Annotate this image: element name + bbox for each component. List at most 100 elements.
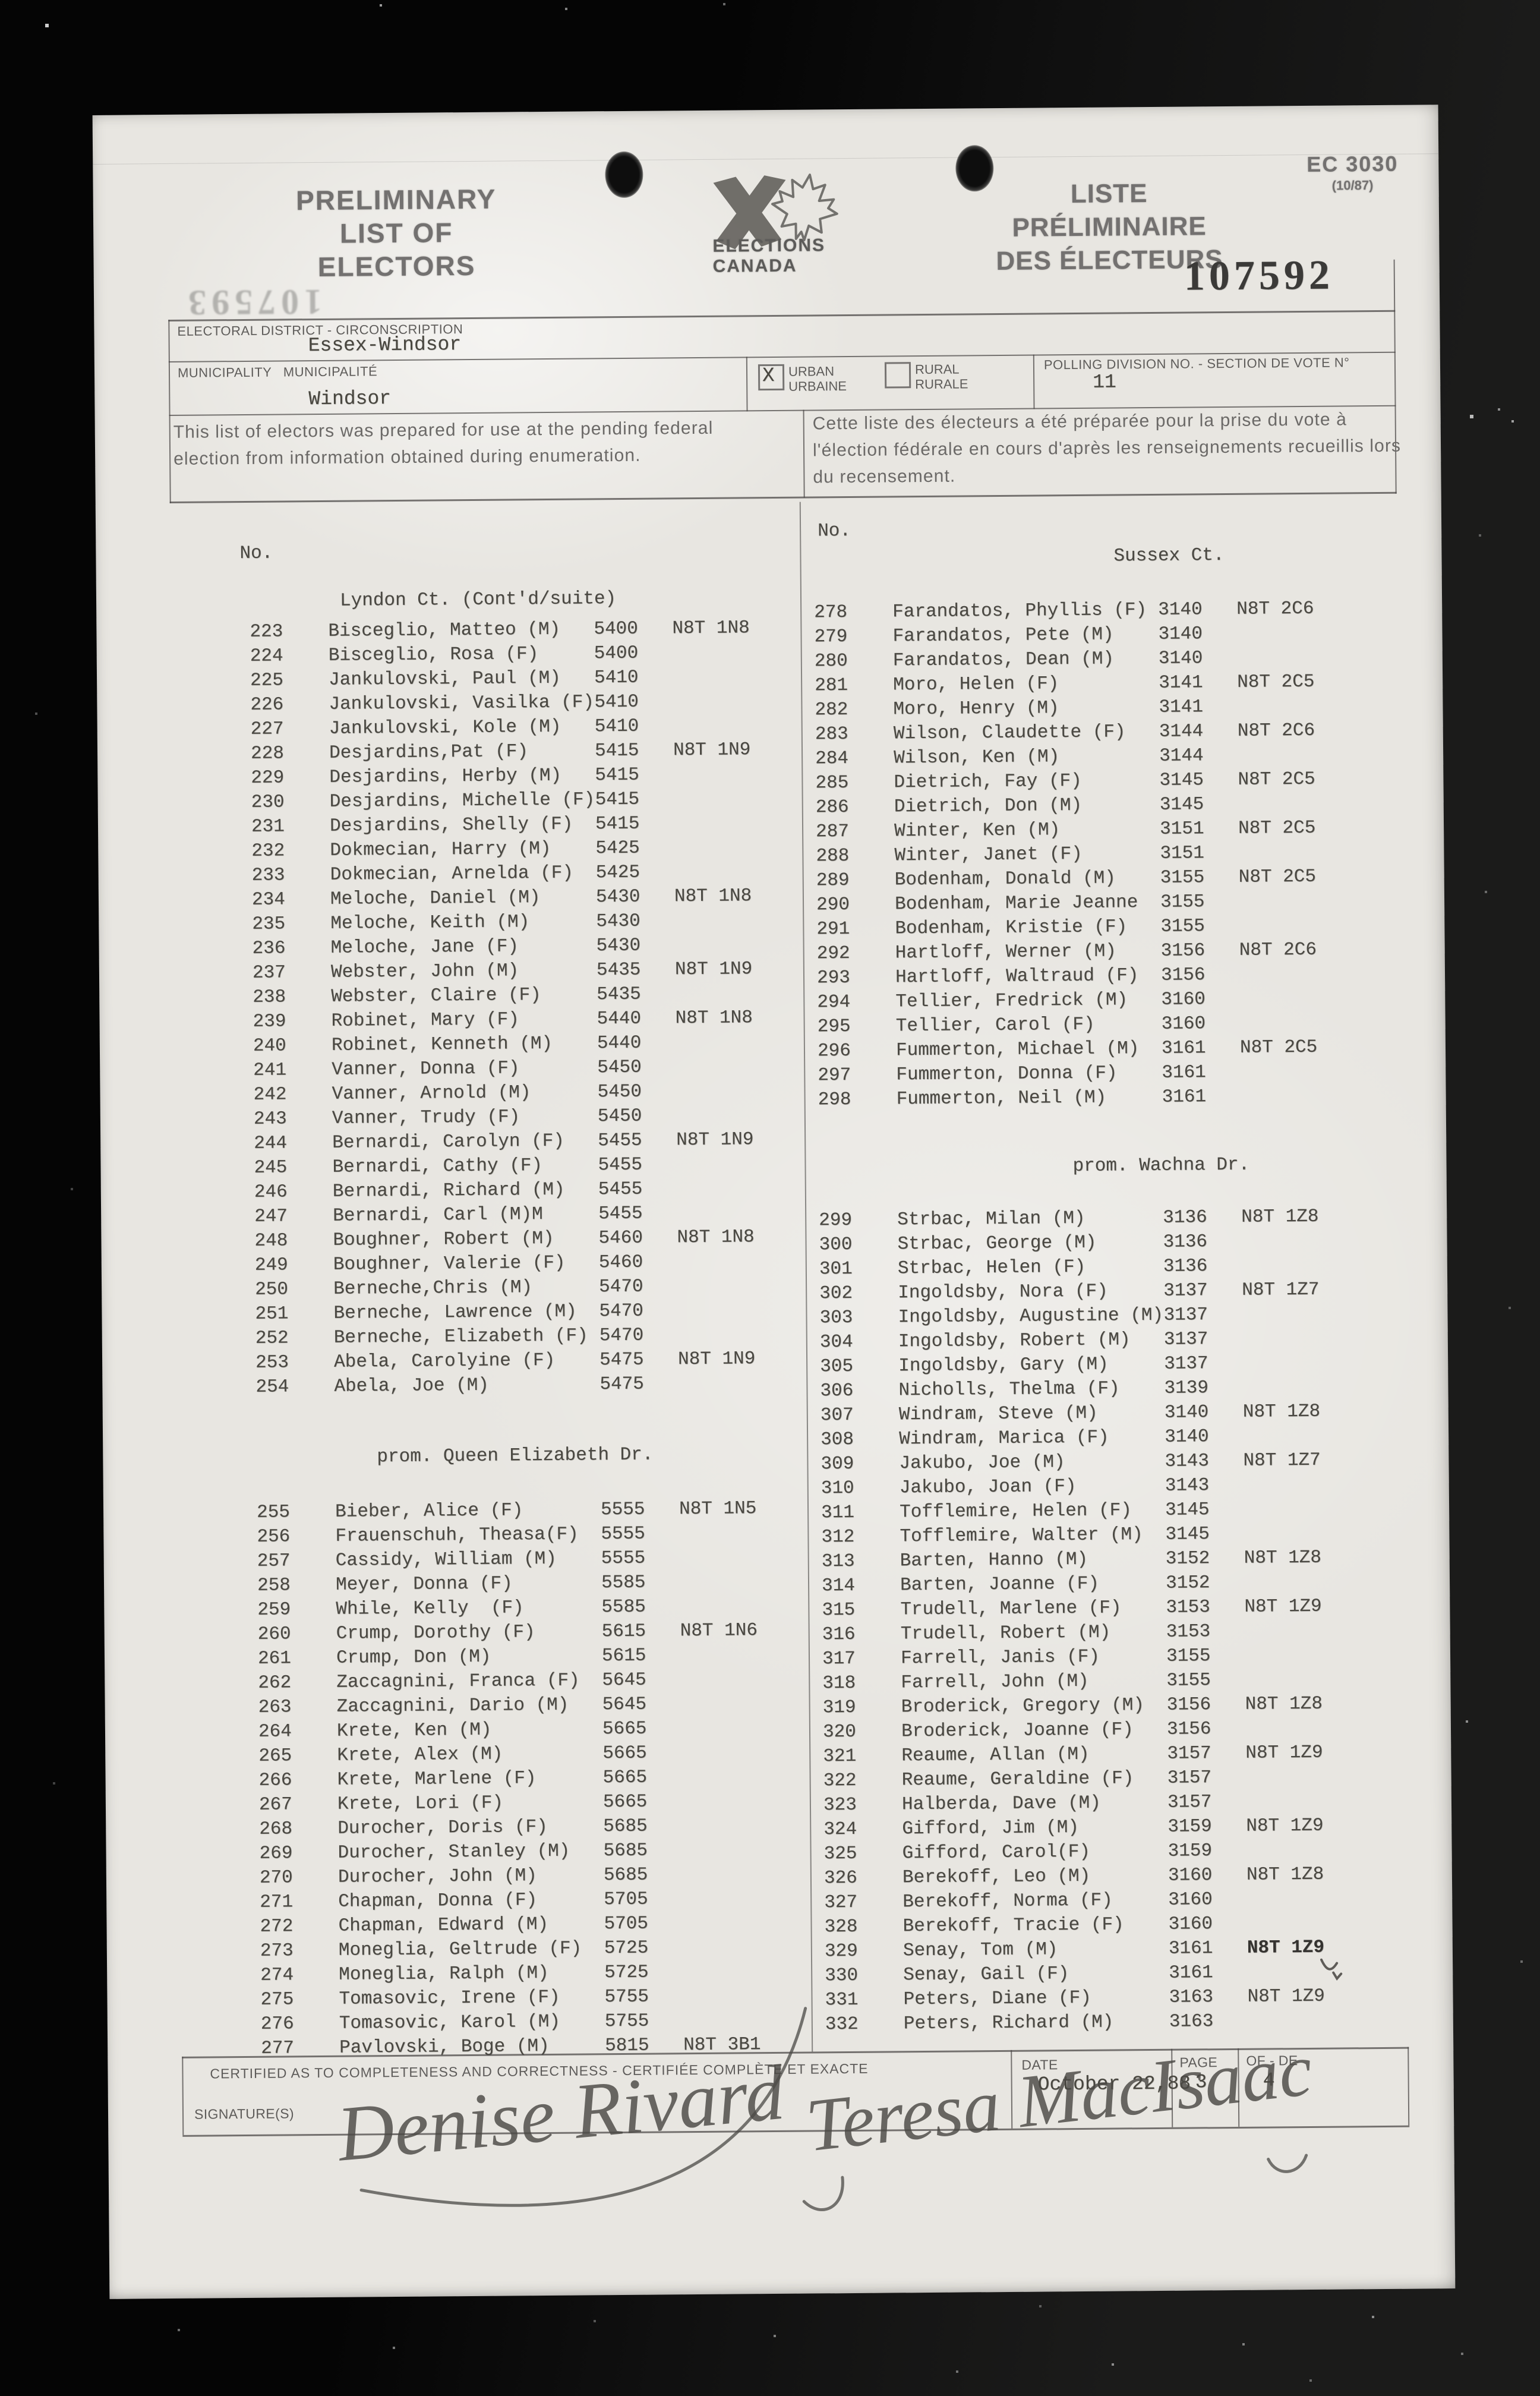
elector-name: Krete, Marlene (F)	[337, 1768, 537, 1790]
elector-name: Berneche, Elizabeth (F)	[333, 1325, 588, 1348]
elector-no: 227	[250, 718, 284, 740]
elector-no: 258	[257, 1575, 291, 1596]
elector-postal: N8T 2C6	[1236, 598, 1314, 620]
urban-checkbox-label: URBAN URBAINE	[788, 364, 847, 394]
page-value: 3	[1195, 2071, 1207, 2094]
elector-no: 331	[825, 1989, 859, 2011]
elector-no: 249	[254, 1254, 288, 1276]
electoral-district-value: Essex-Windsor	[308, 333, 462, 357]
elector-no: 241	[253, 1060, 287, 1081]
elector-postal: N8T 2C5	[1238, 866, 1317, 888]
elector-no: 247	[254, 1206, 288, 1227]
elector-name: Farandatos, Pete (M)	[892, 624, 1114, 647]
elector-row: 315 Trudell, Marlene (F) 3153 N8T 1Z9	[822, 1594, 1392, 1623]
title-english: PRELIMINARY LIST OF ELECTORS	[272, 182, 522, 283]
elector-postal: N8T 2C6	[1239, 939, 1317, 961]
punch-hole-left	[605, 151, 643, 198]
elector-no: 329	[824, 1940, 858, 1962]
elector-no: 327	[824, 1891, 858, 1913]
elector-name: Durocher, John (M)	[337, 1865, 537, 1888]
elector-no: 301	[819, 1258, 853, 1280]
elector-postal: N8T 1N8	[677, 1227, 755, 1249]
notice-cell-divider	[803, 409, 805, 498]
elector-civic: 3136	[1163, 1256, 1208, 1277]
elector-name: Chapman, Edward (M)	[338, 1914, 549, 1937]
elector-name: Tellier, Fredrick (M)	[895, 989, 1128, 1013]
dust-speckles	[0, 0, 1, 1]
title-english-line: LIST OF	[339, 217, 453, 249]
elector-no: 265	[258, 1745, 292, 1767]
elector-no: 232	[251, 840, 285, 862]
elector-name: Ingoldsby, Gary (M)	[898, 1354, 1109, 1377]
elector-name: Tellier, Carol (F)	[895, 1014, 1095, 1037]
elector-civic: 3155	[1166, 1670, 1211, 1691]
elector-civic: 5475	[599, 1349, 644, 1371]
footer-cell-divider	[1011, 2050, 1013, 2129]
elector-postal: N8T 1N6	[680, 1620, 758, 1642]
elector-civic: 3161	[1162, 1086, 1207, 1108]
elector-name: Strbac, George (M)	[897, 1232, 1097, 1255]
elector-civic: 5725	[604, 1937, 649, 1959]
elector-postal: N8T 1N8	[672, 617, 750, 639]
elector-name: Desjardins,Pat (F)	[329, 741, 529, 764]
elector-civic: 5475	[599, 1373, 644, 1395]
elector-row: 285 Dietrich, Fay (F) 3145 N8T 2C5	[815, 767, 1386, 796]
elector-civic: 5460	[598, 1227, 643, 1249]
elector-name: Krete, Ken (M)	[336, 1719, 492, 1742]
elector-civic: 3153	[1166, 1621, 1211, 1642]
elector-name: Berneche,Chris (M)	[333, 1277, 533, 1300]
elector-name: Winter, Janet (F)	[894, 843, 1083, 866]
elector-row: 239 Robinet, Mary (F) 5440 N8T 1N8	[253, 1005, 823, 1034]
elector-civic: 3163	[1169, 2011, 1214, 2032]
elector-name: Tomasovic, Irene (F)	[339, 1987, 560, 2010]
elector-name: Hartloff, Waltraud (F)	[895, 965, 1139, 988]
elector-name: Krete, Alex (M)	[337, 1744, 503, 1766]
elector-no: 279	[814, 626, 848, 648]
elector-postal: N8T 2C5	[1238, 817, 1316, 839]
elector-no: 253	[255, 1352, 289, 1373]
elector-name: Desjardins, Shelly (F)	[329, 814, 573, 837]
elector-row: 223 Bisceglio, Matteo (M) 5400 N8T 1N8	[250, 615, 820, 644]
elector-row: 329 Senay, Tom (M) 3161 N8T 1Z9	[825, 1935, 1395, 1964]
street-heading: Lyndon Ct. (Cont'd/suite)	[339, 588, 617, 611]
elector-civic: 3137	[1163, 1304, 1208, 1326]
elector-no: 316	[822, 1623, 856, 1645]
elector-row: 319 Broderick, Gregory (M) 3156 N8T 1Z8	[823, 1691, 1393, 1720]
elector-civic: 3145	[1159, 770, 1204, 791]
elector-name: Jankulovski, Vasilka (F)	[329, 692, 595, 715]
elector-civic: 5725	[604, 1962, 649, 1984]
elector-name: Strbac, Helen (F)	[897, 1256, 1086, 1279]
elector-civic: 5555	[601, 1547, 646, 1569]
elector-civic: 3155	[1160, 891, 1205, 913]
footer-cell-divider	[1238, 2048, 1240, 2127]
of-de-label: OF - DE	[1246, 2053, 1298, 2069]
elector-no: 324	[823, 1818, 857, 1840]
elector-no: 252	[255, 1328, 289, 1349]
elector-civic: 5435	[596, 959, 641, 981]
elector-civic: 3161	[1169, 1962, 1213, 1984]
urban-checkbox: X	[758, 364, 785, 391]
elector-name: Strbac, Milan (M)	[897, 1208, 1085, 1231]
elector-name: Meyer, Donna (F)	[335, 1573, 513, 1596]
elector-civic: 5585	[601, 1572, 646, 1594]
elector-no: 287	[815, 821, 850, 843]
elector-name: Durocher, Stanley (M)	[337, 1840, 570, 1864]
elector-civic: 5400	[594, 642, 639, 664]
elector-row: 254 Abela, Joe (M) 5475	[255, 1370, 826, 1399]
no-column-header-left: No.	[239, 543, 273, 565]
elector-name: Tofflemire, Helen (F)	[899, 1500, 1132, 1523]
elector-name: Crump, Don (M)	[336, 1646, 491, 1669]
elector-name: Bernardi, Carl (M)M	[333, 1204, 543, 1227]
elector-name: Reaume, Allan (M)	[901, 1744, 1090, 1767]
elector-name: Jankulovski, Paul (M)	[328, 667, 561, 691]
elector-row: 283 Wilson, Claudette (F) 3144 N8T 2C6	[815, 718, 1386, 747]
elector-no: 240	[253, 1035, 286, 1057]
elector-no: 250	[254, 1279, 289, 1300]
elector-postal: N8T 1N9	[674, 959, 753, 981]
elector-name: Bodenham, Donald (M)	[894, 868, 1116, 891]
elector-no: 307	[820, 1404, 854, 1426]
elector-row: 296 Fummerton, Michael (M) 3161 N8T 2C5	[818, 1035, 1388, 1064]
elector-no: 294	[817, 991, 851, 1013]
elector-no: 236	[252, 938, 286, 959]
elector-no: 267	[258, 1794, 292, 1815]
